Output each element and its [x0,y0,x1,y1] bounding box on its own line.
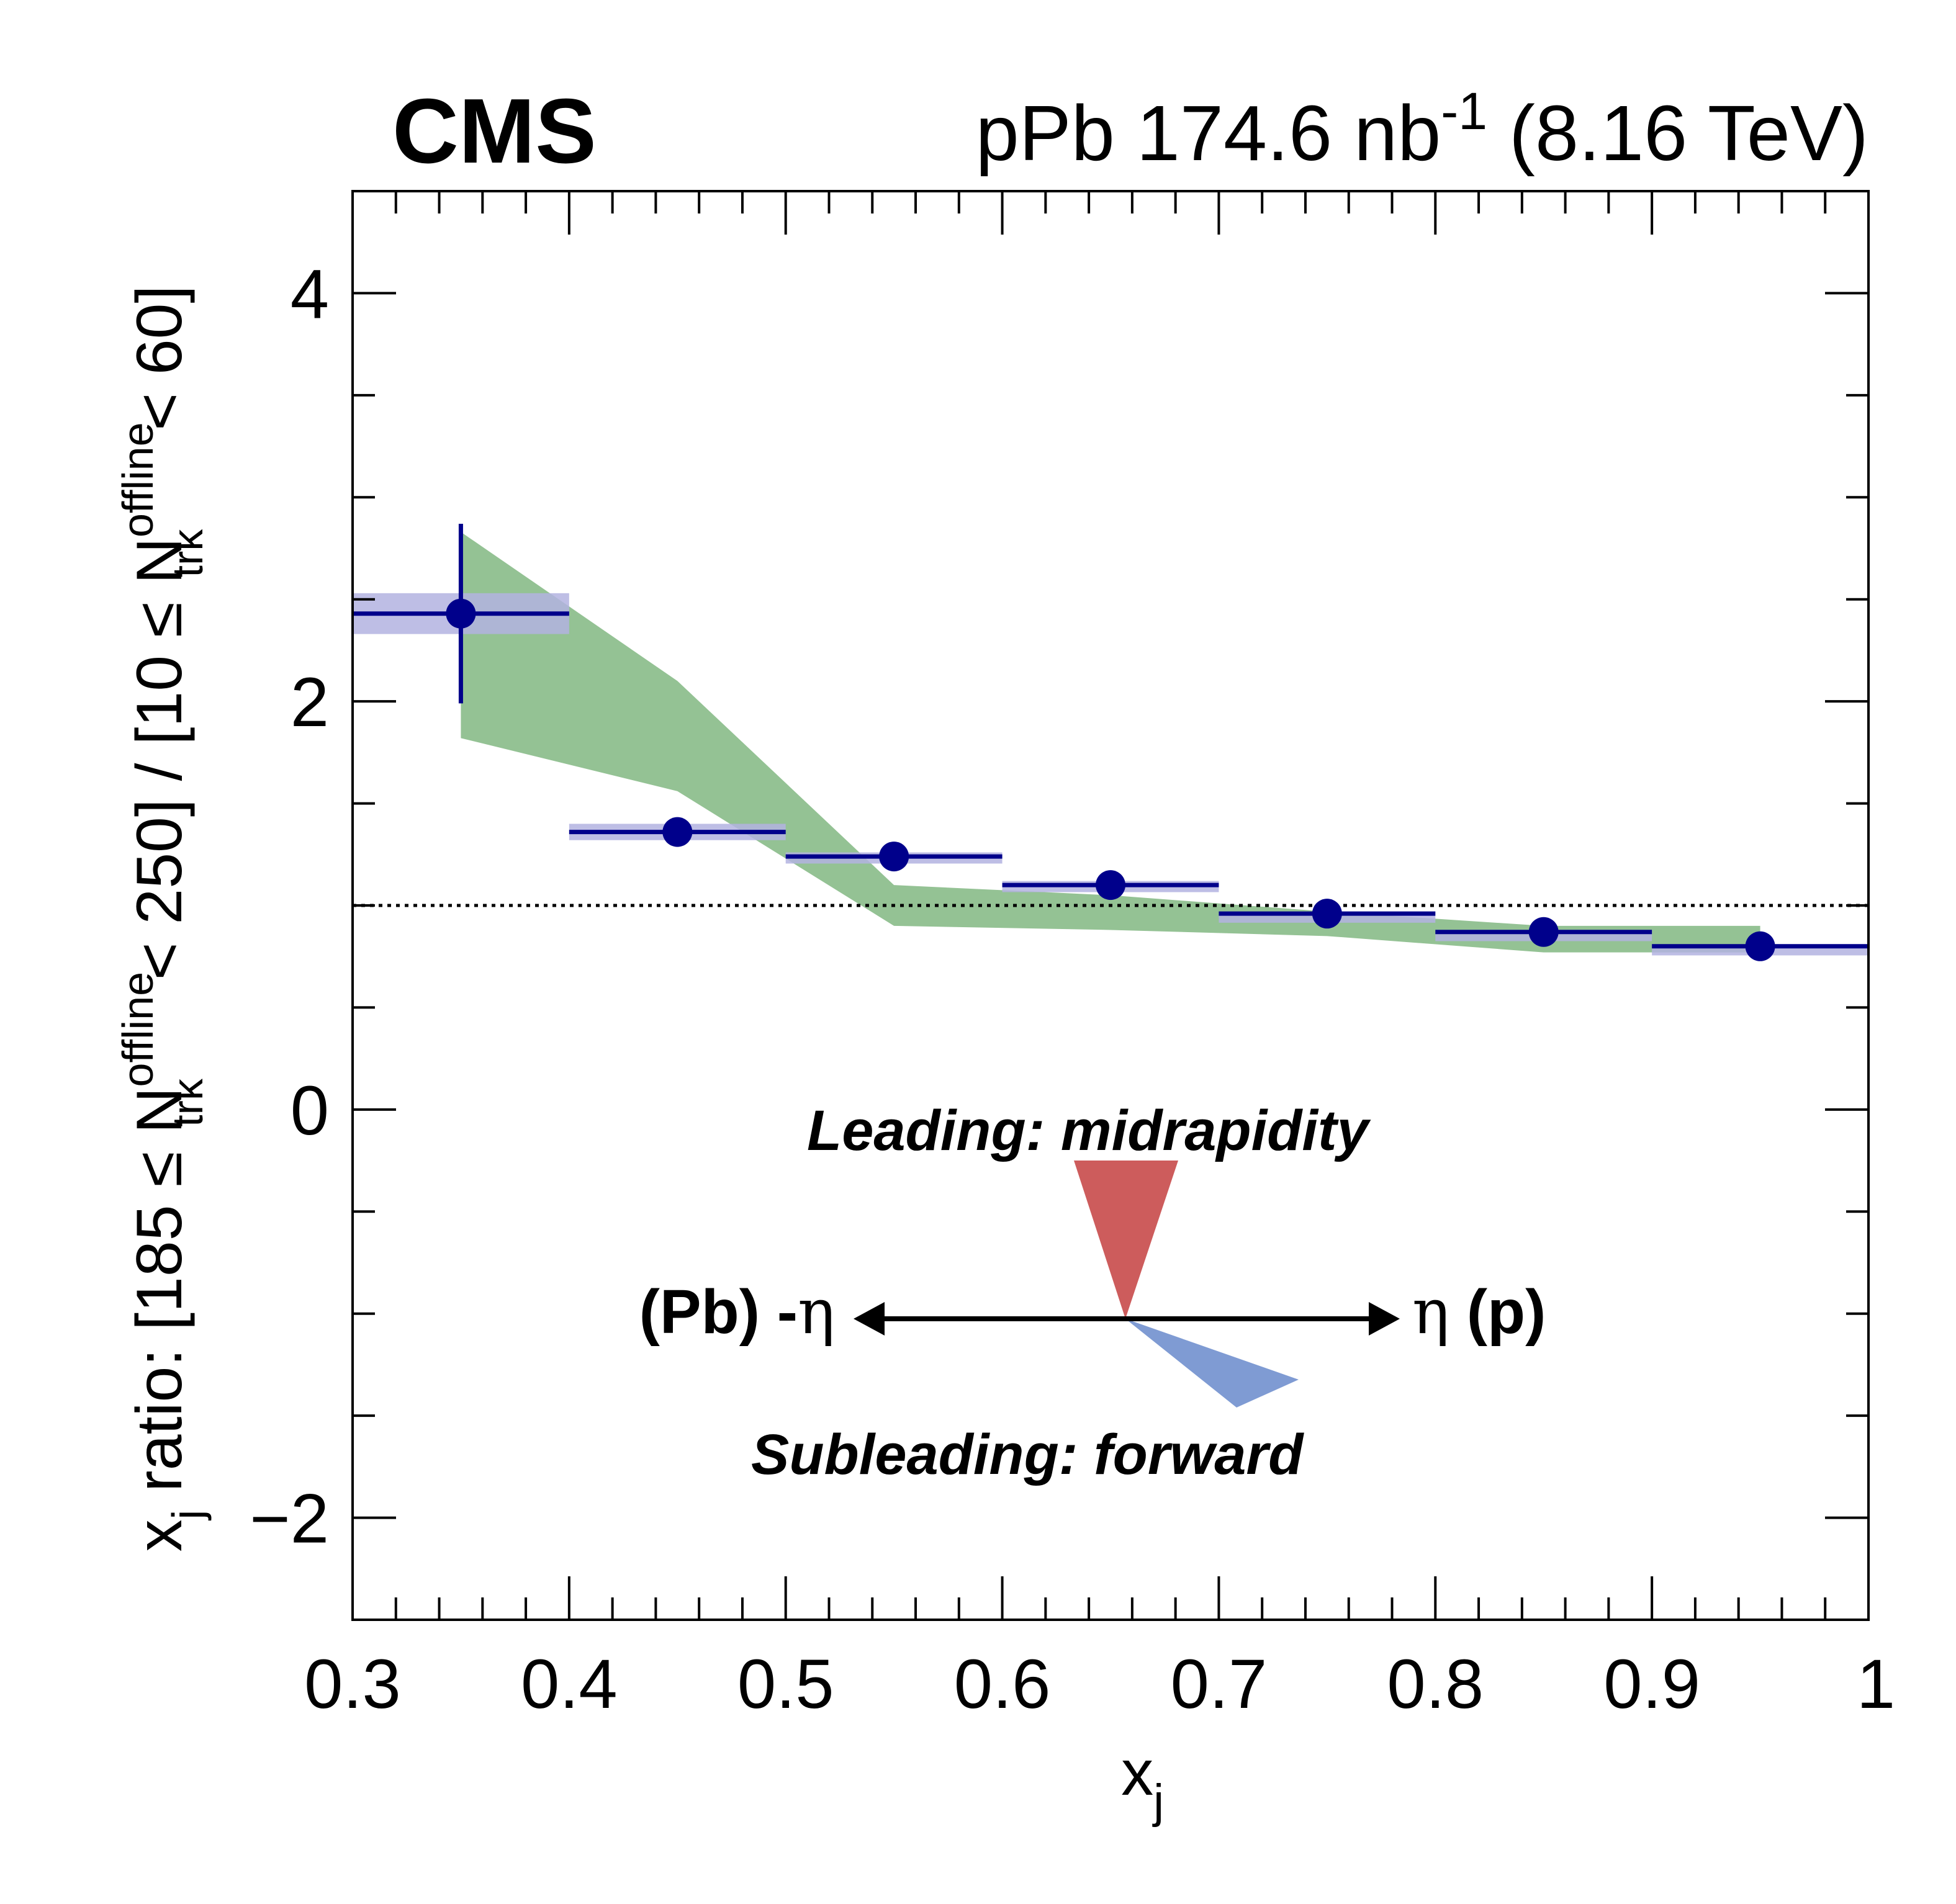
data-marker [1745,931,1775,961]
data-series-group [353,524,1868,961]
data-marker [662,817,693,847]
data-marker [1312,899,1342,929]
y-axis-ticks: −2 0 2 4 [250,190,1868,1621]
x-axis-ticks: 0.3 0.4 0.5 0.6 0.7 0.8 0.9 1 [304,191,1895,1723]
x-axis-title: xj [1121,1737,1164,1828]
y-title-part3: < 250] / [10 ≤ N [124,537,196,998]
data-point-1 [353,524,569,704]
pb-side-label: (Pb) -η [639,1275,835,1348]
data-point-6 [1435,917,1652,947]
p-side-label: η (p) [1412,1275,1546,1348]
x-axis-title-main: x [1121,1737,1153,1809]
arrow-right-head [1369,1302,1400,1336]
y-title-part4: < 60] [124,285,196,449]
data-point-2 [569,817,786,847]
leading-jet-cone [1074,1161,1178,1319]
x-axis-title-sub: j [1152,1775,1164,1828]
run-info-prefix: pPb 174.6 nb [976,89,1441,177]
data-point-5 [1219,899,1436,929]
run-info: pPb 174.6 nb-1 (8.16 TeV) [976,82,1868,177]
y-tick-label: 4 [291,255,329,333]
subleading-jet-cone [1125,1319,1299,1408]
p-side-text: (p) [1449,1277,1546,1347]
rapidity-diagram: Leading: midrapidity (Pb) -η η (p) Suble… [639,1099,1546,1486]
data-marker [1528,917,1559,947]
y-title-sub2: trk [163,529,212,578]
y-tick-label: −2 [250,1480,329,1558]
subleading-label: Subleading: forward [751,1423,1304,1486]
leading-label: Leading: midrapidity [807,1099,1371,1162]
data-point-7 [1652,931,1868,961]
data-marker [446,598,476,629]
x-tick-label: 0.9 [1603,1645,1700,1723]
y-title-sup1: offline [114,972,162,1087]
minus-eta-symbol: η [798,1275,835,1348]
y-title-part2: ratio: [185 ≤ N [124,1087,196,1509]
model-band-group [461,532,1760,953]
y-title-x-sub: j [163,1510,212,1521]
data-point-4 [1002,870,1219,900]
x-tick-label: 0.7 [1171,1645,1268,1723]
cms-label: CMS [392,80,597,182]
y-axis-title: xj ratio: [185 ≤ Nofflinetrk < 250] / [1… [114,285,212,1552]
arrow-left-head [854,1302,885,1336]
run-info-superscript: -1 [1441,82,1487,140]
pb-side-text: (Pb) - [639,1277,798,1347]
x-tick-label: 0.5 [737,1645,834,1723]
y-title-sub1: trk [163,1078,212,1127]
y-title-x: x [124,1519,196,1551]
x-tick-label: 0.6 [954,1645,1051,1723]
x-tick-label: 0.8 [1387,1645,1484,1723]
y-tick-label: 0 [291,1072,329,1149]
x-tick-label: 1 [1857,1645,1895,1723]
eta-symbol: η [1412,1275,1449,1348]
model-band [461,532,1760,953]
data-marker [879,842,909,872]
run-info-suffix: (8.16 TeV) [1487,89,1868,177]
x-tick-label: 0.4 [521,1645,618,1723]
data-marker [1096,870,1125,900]
y-tick-label: 2 [291,663,329,741]
x-tick-label: 0.3 [304,1645,401,1723]
y-title-sup2: offline [114,422,162,537]
data-point-3 [785,842,1003,872]
